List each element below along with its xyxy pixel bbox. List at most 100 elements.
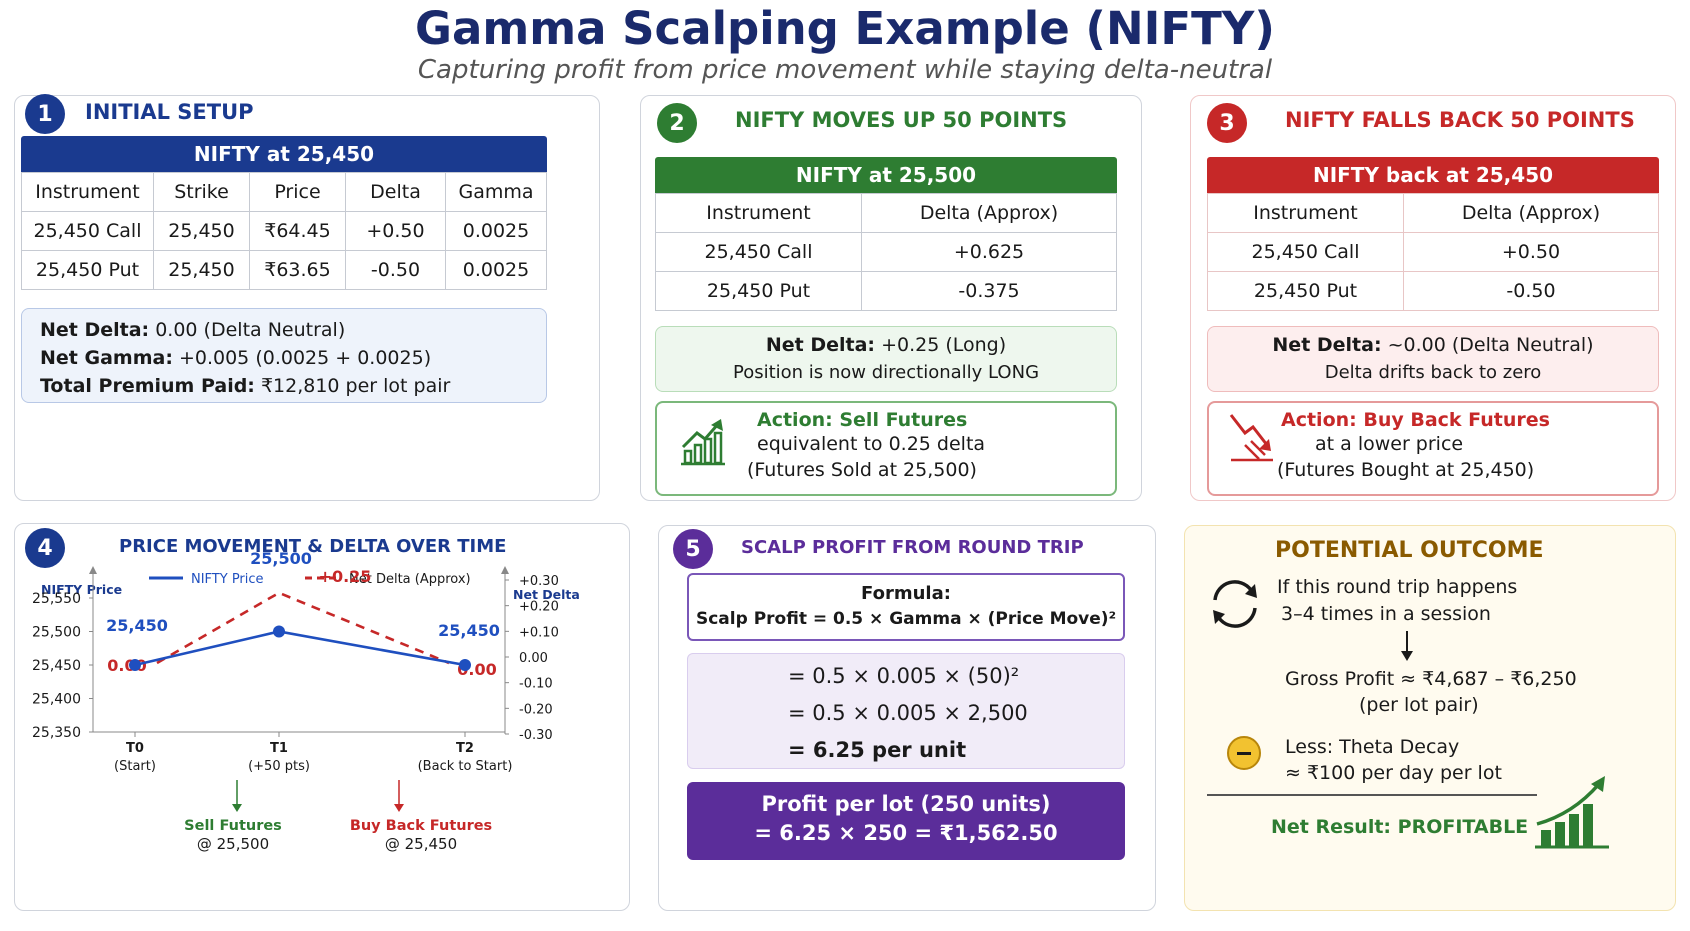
gross-profit-line: Gross Profit ≈ ₹4,687 – ₹6,250 [1285,668,1577,690]
page-subtitle: Capturing profit from price movement whi… [417,55,1273,85]
table-cell: 25,450 Call [1207,232,1404,272]
profit-per-lot-value: = 6.25 × 250 = ₹1,562.50 [754,821,1058,845]
action-detail: equivalent to 0.25 delta [757,433,986,455]
repeat-icon [1213,580,1257,628]
left-axis-label: NIFTY Price [41,582,122,597]
chart-legend: NIFTY Price Net Delta (Approx) [149,572,471,587]
page-title: Gamma Scalping Example (NIFTY) [415,2,1275,55]
column-header: Instrument [1207,193,1404,233]
price-delta-chart: NIFTY Price Net Delta (Approx) NIFTY Pri… [32,549,580,853]
right-axis-label: Net Delta [513,587,580,602]
net-delta-line: Net Delta: 0.00 (Delta Neutral) [40,319,346,341]
table-cell: +0.50 [345,211,446,251]
x-tick-sublabel: (Back to Start) [418,759,513,774]
delta-table: Instrument Delta (Approx) 25,450 Call +0… [655,193,1117,311]
price-data-label: 25,450 [106,616,168,635]
column-header: Price [249,172,346,212]
right-axis-arrow [501,566,509,574]
sell-futures-label: Sell Futures [184,818,282,834]
x-tick-label: T2 [456,741,474,756]
table-cell: 25,450 Put [655,271,862,311]
right-tick-label: -0.10 [519,677,553,692]
price-data-label: 25,500 [250,549,312,568]
action-detail: (Futures Bought at 25,450) [1277,459,1535,481]
net-delta-note: Position is now directionally LONG [732,362,1040,383]
left-tick-label: 25,550 [32,591,81,607]
x-tick-sublabel: (Start) [114,759,156,774]
left-tick-label: 25,350 [32,725,81,741]
column-header: Instrument [21,172,154,212]
sell-futures-action: Action: Sell Futures equivalent to 0.25 … [655,401,1117,496]
net-delta-box: Net Delta: ~0.00 (Delta Neutral) Delta d… [1207,326,1659,392]
growth-chart-icon [1535,776,1609,849]
right-tick-label: -0.20 [519,702,553,717]
premium-line: Total Premium Paid: ₹12,810 per lot pair [40,375,451,397]
net-result: Net Result: PROFITABLE [1271,816,1529,838]
action-detail: at a lower price [1315,433,1464,455]
table-cell: -0.50 [345,250,446,290]
table-cell: ₹63.65 [249,250,346,290]
calc-result: = 6.25 per unit [788,738,967,762]
formula-box: Formula: Scalp Profit = 0.5 × Gamma × (P… [687,573,1125,641]
divider [1207,794,1537,796]
x-tick-label: T1 [270,741,288,756]
net-delta-box: Net Delta: +0.25 (Long) Position is now … [655,326,1117,392]
initial-setup-panel: 1 INITIAL SETUP NIFTY at 25,450 Instrume… [14,94,600,501]
action-title: Action: Buy Back Futures [1281,409,1550,431]
table-cell: +0.50 [1403,232,1659,272]
table-cell: 25,450 Put [1207,271,1404,311]
delta-data-label: +0.25 [319,567,372,586]
table-title: NIFTY at 25,450 [21,136,547,172]
buy-back-label: Buy Back Futures [350,818,492,834]
left-tick-label: 25,400 [32,692,81,708]
profit-per-lot-title: Profit per lot (250 units) [761,792,1051,816]
net-delta-note: Delta drifts back to zero [1324,362,1542,383]
repeat-line-1: If this round trip happens [1277,576,1518,598]
price-point [459,659,471,671]
table-cell: 25,450 [153,211,250,251]
net-gamma-line: Net Gamma: +0.005 (0.0025 + 0.0025) [40,347,432,369]
buy-arrow-head [394,804,404,812]
price-delta-chart-panel: 4 PRICE MOVEMENT & DELTA OVER TIME NIFTY… [14,523,630,911]
right-tick-label: +0.30 [519,574,559,589]
left-tick-label: 25,500 [32,625,81,641]
column-header: Delta [345,172,446,212]
table-header-row: Instrument Strike Price Delta Gamma [21,172,547,212]
price-point [273,625,285,638]
nifty-down-panel: 3 NIFTY FALLS BACK 50 POINTS NIFTY back … [1190,95,1676,501]
step-badge: 1 [25,94,65,134]
trend-down-icon [1229,414,1273,462]
nifty-up-panel: 2 NIFTY MOVES UP 50 POINTS NIFTY at 25,5… [640,95,1142,501]
right-tick-label: +0.10 [519,625,559,640]
column-header: Strike [153,172,250,212]
table-cell: 25,450 Call [655,232,862,272]
table-cell: 25,450 Call [21,211,154,251]
sell-futures-price: @ 25,500 [197,835,269,853]
buy-back-action: Action: Buy Back Futures at a lower pric… [1207,401,1659,496]
price-point [129,659,141,671]
table-cell: 25,450 [153,250,250,290]
legend-price-label: NIFTY Price [191,572,264,587]
table-row: 25,450 Put 25,450 ₹63.65 -0.50 0.0025 [21,250,547,290]
column-header: Delta (Approx) [861,193,1117,233]
table-row: 25,450 Call 25,450 ₹64.45 +0.50 0.0025 [21,211,547,251]
table-row: 25,450 Put -0.50 [1207,271,1659,311]
left-axis-arrow [89,566,97,574]
theta-amount: ≈ ₹100 per day per lot [1285,762,1502,784]
action-title: Action: Sell Futures [757,409,968,431]
table-row: 25,450 Call +0.625 [655,232,1117,272]
net-delta-line [156,591,450,665]
price-data-label: 25,450 [438,621,500,640]
table-row: 25,450 Put -0.375 [655,271,1117,311]
trade-callouts: Sell Futures @ 25,500 Buy Back Futures @… [184,780,492,853]
down-arrow-icon [1401,631,1413,661]
calc-step-1: = 0.5 × 0.005 × (50)² [788,664,1020,688]
table-cell: 0.0025 [445,211,547,251]
panel-heading: PRICE MOVEMENT & DELTA OVER TIME [119,536,507,557]
theta-line: Less: Theta Decay [1285,736,1460,758]
x-tick-label: T0 [126,741,144,756]
table-cell: +0.625 [861,232,1117,272]
step-badge: 3 [1207,103,1247,143]
potential-outcome-panel: POTENTIAL OUTCOME If this round trip hap… [1184,525,1676,911]
